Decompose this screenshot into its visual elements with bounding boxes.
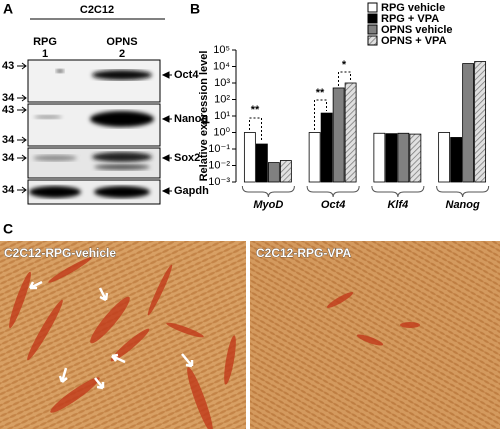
lane-number: 1	[42, 48, 48, 60]
size-marker: 34	[2, 92, 15, 104]
panel-c: C C2C12-RPG-vehicle C2C12-RPG-VPA	[0, 221, 500, 429]
x-tick-label: Oct4	[321, 199, 345, 211]
band-arrow	[161, 115, 172, 123]
annotation: **	[316, 87, 325, 99]
panel-a: A C2C12 RPG 1 OPNS 2 433443343434Oct4Nan…	[2, 1, 209, 205]
size-marker: 43	[2, 104, 14, 116]
category-bracket	[371, 185, 425, 198]
panel-label: B	[190, 1, 200, 17]
marker-arrow	[17, 106, 27, 114]
legend-label: RPG + VPA	[381, 13, 439, 25]
size-marker: 34	[2, 152, 15, 164]
annotation: **	[251, 104, 260, 116]
blot	[27, 59, 161, 205]
annotation: *	[342, 59, 347, 71]
bar	[450, 137, 463, 183]
bar	[474, 61, 487, 183]
panel-label: A	[3, 1, 13, 17]
band-arrow	[161, 154, 172, 162]
legend-swatch	[367, 2, 378, 13]
bar	[409, 133, 422, 183]
y-tick-label: 10⁵	[213, 44, 230, 56]
bar	[462, 63, 475, 183]
size-marker: 34	[2, 184, 15, 196]
x-tick-label: Klf4	[387, 199, 408, 211]
bar	[267, 162, 280, 183]
legend-swatch	[367, 24, 378, 35]
band-arrow	[161, 71, 172, 79]
bar	[320, 112, 333, 183]
x-tick-label: Nanog	[446, 199, 481, 211]
category-bracket	[436, 185, 490, 198]
category-bracket	[306, 185, 360, 198]
lane-number: 2	[119, 48, 125, 60]
size-marker: 43	[2, 60, 14, 72]
panel-b: B Relative expression level 10⁻³ 10⁻² 10⁻¹…	[190, 1, 490, 211]
bar	[255, 143, 268, 183]
cell-line: C2C12	[80, 4, 114, 16]
band-label: Oct4	[174, 69, 199, 81]
y-tick-label: 10³	[214, 77, 230, 89]
band-arrow	[161, 187, 172, 195]
marker-arrow	[17, 154, 27, 162]
y-tick-label: 10⁰	[213, 126, 230, 138]
marker-arrow	[17, 94, 27, 102]
lane-name: OPNS	[106, 36, 137, 48]
significance	[249, 71, 351, 142]
legend-label: OPNS + VPA	[381, 35, 447, 47]
y-tick-label: 10⁻²	[208, 159, 230, 171]
legend-swatch	[367, 13, 378, 24]
size-marker: 34	[2, 134, 15, 146]
bar	[243, 132, 256, 183]
band-label: Gapdh	[174, 185, 209, 197]
y-tick-label: 10¹	[214, 110, 230, 122]
bar	[438, 132, 451, 183]
legend-label: OPNS vehicle	[381, 24, 453, 36]
image-label: C2C12-RPG-vehicle	[4, 246, 116, 260]
image-label: C2C12-RPG-VPA	[256, 246, 351, 260]
bar	[308, 132, 321, 183]
y-tick-label: 10⁴	[213, 60, 230, 72]
y-tick-label: 10⁻³	[208, 176, 230, 188]
micrograph	[250, 241, 500, 429]
band-label: Nanog	[174, 113, 208, 125]
panel-label: C	[3, 221, 13, 237]
bar	[397, 132, 410, 183]
band-label: Sox2	[174, 152, 200, 164]
marker-arrow	[17, 186, 27, 194]
micrograph	[0, 241, 246, 429]
y-tick-label: 10²	[214, 93, 230, 105]
bar	[279, 160, 292, 183]
legend-label: RPG vehicle	[381, 2, 445, 14]
bar	[344, 82, 357, 183]
marker-arrow	[17, 136, 27, 144]
bar	[373, 132, 386, 183]
y-axis-label: Relative expression level	[198, 51, 210, 182]
category-bracket	[241, 185, 295, 198]
marker-arrow	[17, 62, 27, 70]
bar	[385, 133, 398, 183]
myotubes	[9, 257, 420, 429]
lane-name: RPG	[33, 36, 57, 48]
x-tick-label: MyoD	[253, 199, 283, 211]
bar	[332, 87, 345, 183]
legend-swatch	[367, 35, 378, 46]
arrows	[28, 280, 194, 390]
y-tick-label: 10⁻¹	[208, 143, 230, 155]
